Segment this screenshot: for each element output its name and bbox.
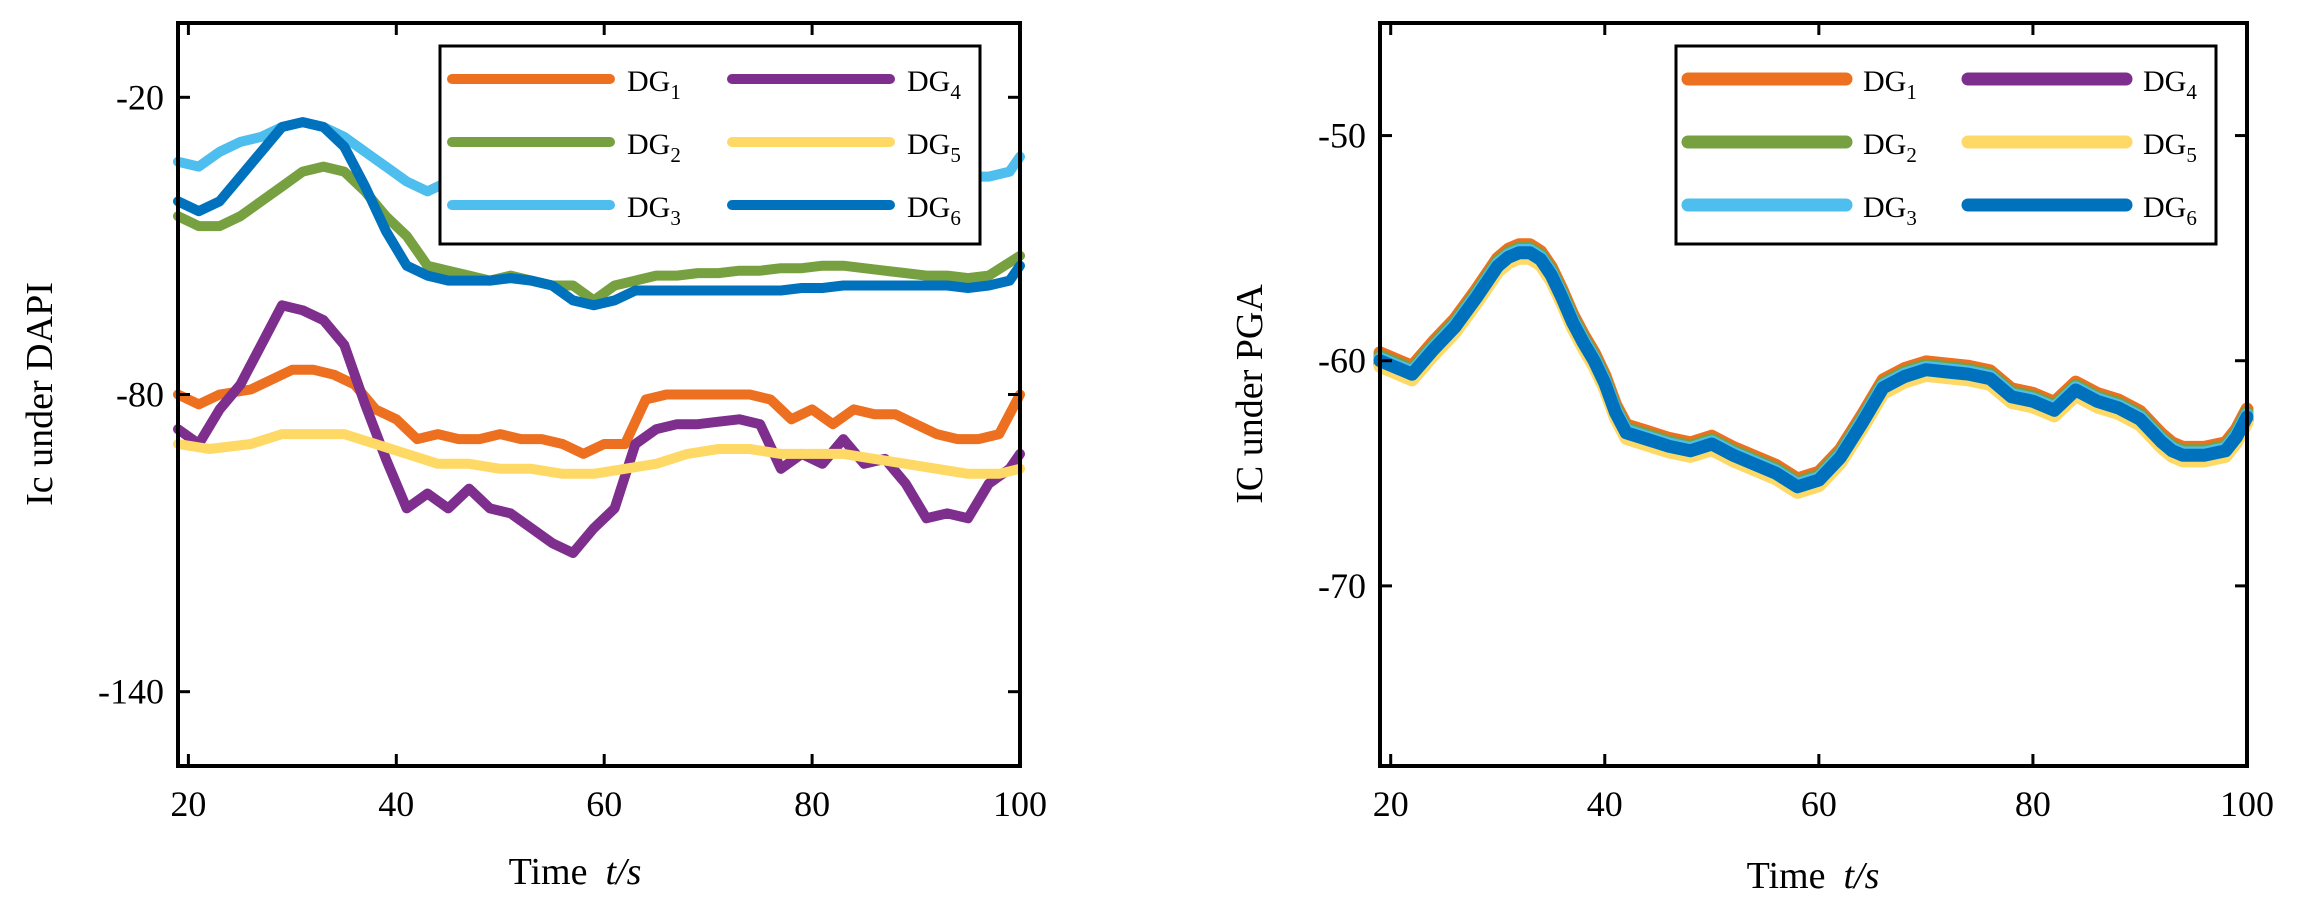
legend-label-dg2: DG2 bbox=[627, 128, 681, 167]
legend-label-dg4: DG4 bbox=[2143, 65, 2197, 104]
y-tick-label: -50 bbox=[1318, 116, 1366, 156]
x-tick-label: 40 bbox=[1587, 784, 1623, 824]
series-line-dg2 bbox=[1373, 241, 2254, 489]
ticks: 20 40 60 80 100 -20 -80 -140 bbox=[98, 23, 1047, 824]
series-line-dg3 bbox=[1373, 243, 2254, 492]
y-tick-label: -20 bbox=[116, 77, 164, 117]
x-tick-label: 80 bbox=[794, 784, 830, 824]
legend-label-dg5: DG5 bbox=[907, 128, 961, 167]
y-axis-label: Ic under DAPI bbox=[19, 282, 61, 506]
legend-label-dg3: DG3 bbox=[1863, 191, 1917, 230]
x-axis-label: Time t/s bbox=[1747, 855, 1880, 897]
x-tick-label: 60 bbox=[586, 784, 622, 824]
chart-ic-under-pga: 20 40 60 80 100 -50 -60 -70 IC under PGA Time t/… bbox=[1229, 21, 2274, 897]
x-axis-label-var: t/s bbox=[605, 851, 641, 893]
x-axis-label: Time t/s bbox=[509, 851, 642, 893]
series-lines bbox=[1373, 238, 2254, 499]
legend-label-dg1: DG1 bbox=[1863, 65, 1917, 104]
y-tick-label: -140 bbox=[98, 672, 164, 712]
series-line-dg5 bbox=[173, 429, 1025, 479]
series-line-dg4 bbox=[1373, 249, 2254, 497]
x-tick-label: 80 bbox=[2015, 784, 2051, 824]
legend-label-dg2: DG2 bbox=[1863, 128, 1917, 167]
legend-label-dg5: DG5 bbox=[2143, 128, 2197, 167]
series-line-dg5 bbox=[1373, 251, 2254, 499]
plot-frame bbox=[1378, 21, 2249, 768]
y-tick-label: -70 bbox=[1318, 566, 1366, 606]
series-line-dg6 bbox=[173, 117, 1025, 311]
series-line-dg1 bbox=[1373, 238, 2254, 486]
x-axis-label-text: Time bbox=[509, 851, 588, 893]
y-axis-label: IC under PGA bbox=[1229, 284, 1271, 504]
legend-label-dg1: DG1 bbox=[627, 65, 681, 104]
legend-label-dg3: DG3 bbox=[627, 191, 681, 230]
x-tick-label: 40 bbox=[378, 784, 414, 824]
x-tick-label: 100 bbox=[993, 784, 1047, 824]
legend: DG1 DG2 DG3 DG4 DG5 DG6 bbox=[1674, 44, 2218, 246]
x-tick-label: 20 bbox=[170, 784, 206, 824]
ticks: 20 40 60 80 100 -50 -60 -70 bbox=[1318, 23, 2274, 824]
x-tick-label: 20 bbox=[1373, 784, 1409, 824]
series-line-dg6 bbox=[1373, 246, 2254, 494]
y-tick-label: -80 bbox=[116, 375, 164, 415]
x-axis-label-var: t/s bbox=[1843, 855, 1879, 897]
y-tick-label: -60 bbox=[1318, 341, 1366, 381]
legend-label-dg6: DG6 bbox=[2143, 191, 2197, 230]
x-axis-label-text: Time bbox=[1747, 855, 1826, 897]
series-line-dg1 bbox=[173, 364, 1025, 459]
x-tick-label: 100 bbox=[2220, 784, 2274, 824]
legend: DG1 DG2 DG3 DG4 DG5 DG6 bbox=[438, 44, 982, 246]
legend-label-dg4: DG4 bbox=[907, 65, 961, 104]
chart-ic-under-dapi: 20 40 60 80 100 -20 -80 -140 Ic under DAPI Time… bbox=[19, 21, 1047, 893]
legend-label-dg6: DG6 bbox=[907, 191, 961, 230]
x-tick-label: 60 bbox=[1801, 784, 1837, 824]
